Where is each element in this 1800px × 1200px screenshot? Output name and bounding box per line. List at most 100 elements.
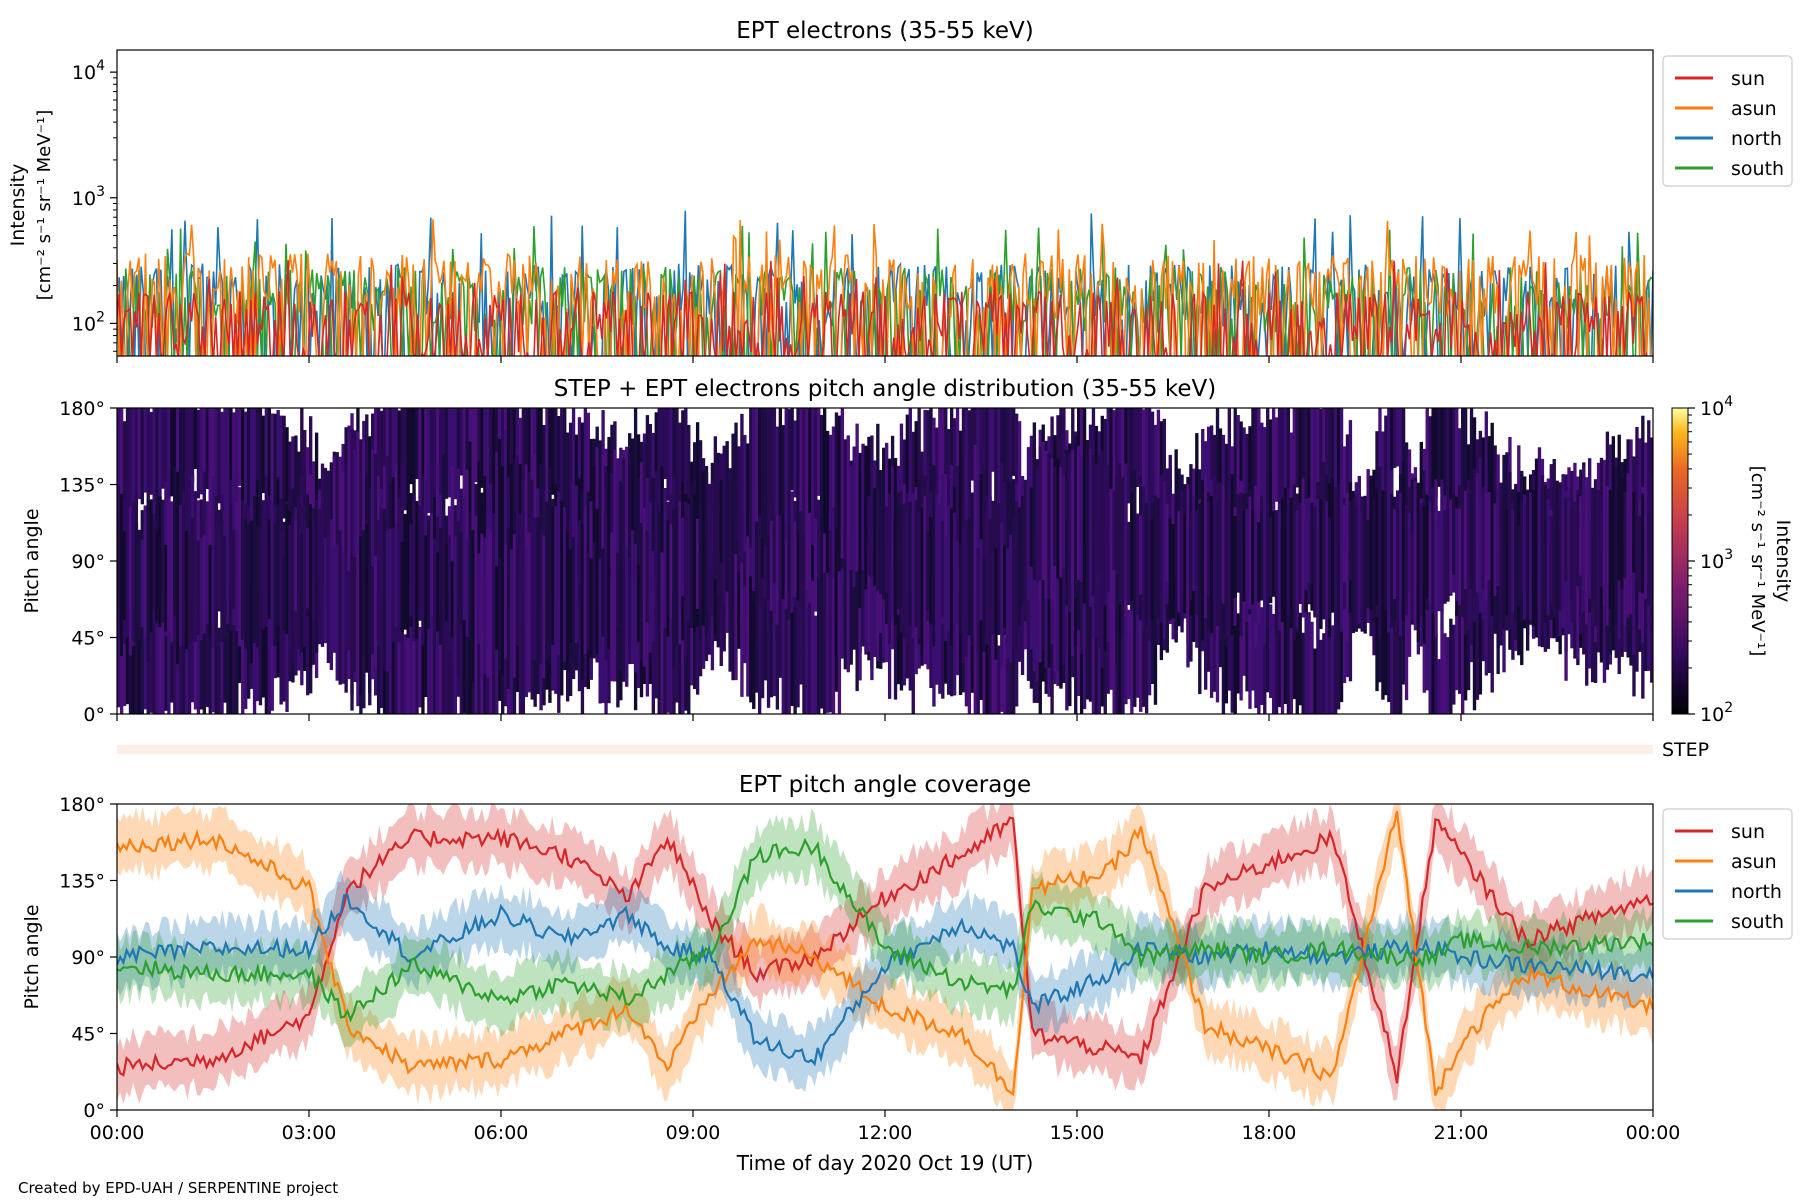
pad-cell (1342, 505, 1347, 583)
pad-cell (1059, 527, 1063, 688)
pad-cell (837, 415, 842, 572)
pad-cell (1000, 522, 1004, 669)
pad-cell (273, 524, 277, 647)
pad-cell (258, 526, 263, 651)
pad-cell (687, 424, 691, 541)
pad-cell (1342, 585, 1347, 683)
pad-cell (1304, 498, 1308, 591)
pad-cell (645, 606, 650, 697)
pad-cell (840, 408, 845, 559)
pad-cell (1576, 516, 1580, 660)
pad-cell (716, 463, 720, 596)
pad-cell (462, 408, 466, 503)
pad-cell (1455, 508, 1459, 602)
pad-cell (503, 615, 508, 707)
pad-cell (1292, 621, 1296, 700)
pad-cell (616, 552, 620, 708)
pad-cell (320, 463, 325, 612)
pad-cell (489, 483, 493, 566)
pad-cell (1227, 567, 1231, 691)
pad-cell (483, 476, 487, 578)
pad-cell (1461, 486, 1465, 618)
pad-cell (229, 587, 233, 714)
pad-cell (1478, 559, 1483, 695)
pad-cell (958, 430, 963, 508)
pad-cell (379, 610, 384, 708)
pad-cell (1041, 570, 1045, 650)
pad-cell (589, 501, 593, 583)
pad-cell (421, 504, 425, 645)
coverage-y-ticks: 0° 45° 90° 135° 180° (59, 794, 117, 1122)
pad-cell (279, 532, 283, 623)
pad-cell (695, 518, 700, 609)
pad-cell (607, 561, 611, 650)
pad-cell (563, 507, 567, 662)
y-tick-label: 0° (83, 1100, 105, 1122)
pad-cell (1239, 597, 1243, 701)
pad-cell (193, 595, 198, 710)
pad-cell (492, 408, 496, 481)
pad-cell (359, 439, 363, 569)
pad-cell (196, 540, 201, 635)
panel-intensity: EPT electrons (35-55 keV) 102 103 104 Inte… (7, 18, 1793, 363)
pad-cell (997, 540, 1001, 635)
pad-cell (574, 536, 579, 643)
pad-cell (1333, 606, 1338, 714)
pad-cell (137, 408, 142, 500)
pad-cell (657, 511, 661, 633)
pad-cell (267, 519, 271, 620)
pad-cell (1319, 639, 1323, 714)
pad-cell (436, 552, 440, 632)
legend-label-asun: asun (1731, 851, 1777, 873)
pad-cell (1230, 576, 1234, 713)
pad-cell (1425, 494, 1429, 598)
pad-cell (929, 408, 933, 529)
pad-cell (211, 488, 215, 648)
pad-cell (122, 421, 127, 508)
pad-cell (893, 518, 898, 626)
pad-cell (967, 410, 972, 495)
pad-cell (1266, 471, 1270, 629)
pad-cell (1251, 408, 1255, 557)
pad-cell (373, 555, 378, 669)
pad-cell (521, 408, 526, 521)
pad-cell (852, 548, 856, 650)
pad-cell (834, 412, 839, 529)
pad-cell (1248, 496, 1252, 609)
pad-cell (140, 408, 144, 505)
pad-cell (1573, 501, 1577, 621)
pad-cell (560, 501, 564, 660)
pad-cell (690, 483, 694, 628)
pad-cell (1136, 513, 1140, 615)
pad-cell (831, 578, 836, 714)
pad-cell (397, 596, 401, 714)
pad-cell (710, 481, 715, 617)
pad-cell (565, 432, 570, 519)
pad-cell (740, 413, 744, 563)
pad-cell (232, 575, 236, 714)
pad-cell (899, 505, 904, 608)
pad-cell (406, 633, 410, 714)
pad-cell (436, 617, 440, 714)
pad-cell (955, 596, 960, 676)
pad-cell (406, 408, 410, 486)
pad-cell (152, 527, 156, 611)
pad-cell (412, 408, 416, 512)
pad-cell (1221, 556, 1226, 714)
pad-cell (1319, 499, 1323, 630)
colorbar-tick-label: 102 (1700, 700, 1733, 726)
pad-cell (246, 408, 251, 535)
pad-cell (678, 579, 682, 714)
pad-cell (622, 458, 626, 570)
pad-cell (932, 504, 936, 647)
pad-cell (681, 517, 685, 597)
pad-cell (657, 566, 661, 714)
pad-cell (1283, 408, 1288, 493)
pad-cell (1393, 589, 1397, 714)
pad-cell (418, 627, 422, 708)
pad-cell (1000, 633, 1004, 712)
pad-cell (1150, 600, 1155, 684)
pad-cell (122, 627, 127, 706)
pad-cell (1469, 474, 1474, 588)
pad-cell (1277, 506, 1282, 631)
